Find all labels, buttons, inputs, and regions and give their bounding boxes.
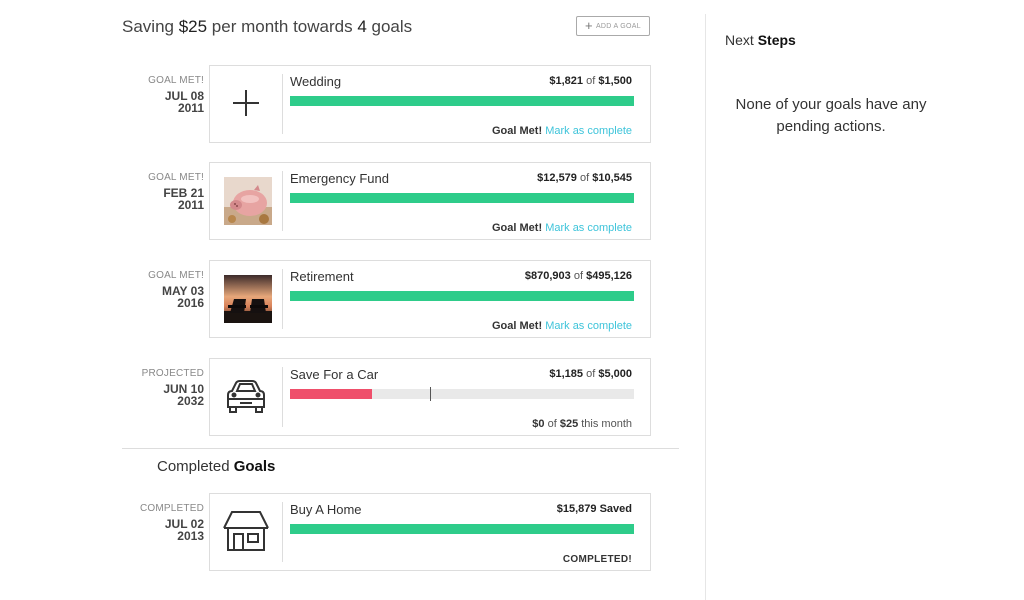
progress-fill: [290, 193, 634, 203]
goal-amount: $15,879 Saved: [556, 503, 632, 515]
goal-footer: $0 of $25 this month: [532, 418, 632, 430]
beach-chairs-photo: [210, 261, 282, 337]
next-steps-message: None of your goals have any pending acti…: [735, 96, 927, 135]
goal-meta: GOAL MET! MAY 03 2016: [122, 270, 204, 309]
goal-year: 2011: [177, 198, 204, 212]
progress-bar: [290, 524, 634, 534]
goal-name: Buy A Home: [290, 502, 362, 517]
add-goal-label: ADD A GOAL: [595, 22, 641, 30]
goal-name: Save For a Car: [290, 367, 379, 382]
card-separator: [282, 74, 283, 134]
goal-row-buy-a-home: COMPLETED JUL 02 2013 Buy A Home $15,879…: [122, 493, 652, 573]
goal-row-retirement: GOAL MET! MAY 03 2016 Retirement $870,90…: [122, 260, 652, 340]
goal-card-save-for-a-car[interactable]: Save For a Car $1,185 of $5,000 $0 of $2…: [209, 358, 651, 436]
goals-panel: Saving $25 per month towards 4 goals + A…: [122, 16, 679, 573]
progress-bar: [290, 193, 634, 203]
car-icon: [210, 359, 282, 435]
mark-complete-link[interactable]: Mark as complete: [545, 222, 632, 234]
card-separator: [282, 367, 283, 427]
goals-summary: Saving $25 per month towards 4 goals: [122, 17, 413, 36]
goal-status: COMPLETED: [139, 503, 204, 514]
progress-fill: [290, 389, 372, 399]
progress-fill: [290, 524, 634, 534]
goal-row-emergency-fund: GOAL MET! FEB 21 2011 E: [122, 162, 652, 242]
goal-date: JUL 08: [164, 89, 204, 103]
goal-date: MAY 03: [161, 284, 204, 298]
goal-date: JUN 10: [163, 382, 204, 396]
progress-fill: [290, 96, 634, 106]
goal-status: GOAL MET!: [148, 172, 204, 183]
house-icon: [210, 494, 282, 570]
goal-year: 2011: [177, 101, 204, 115]
goal-status: GOAL MET!: [148, 270, 204, 281]
plus-icon: +: [585, 18, 593, 33]
card-separator: [282, 171, 283, 231]
goal-meta: GOAL MET! JUL 08 2011: [122, 75, 204, 114]
goal-date: JUL 02: [164, 517, 204, 531]
goal-amount: $1,185 of $5,000: [549, 368, 632, 380]
goal-footer: Goal Met! Mark as complete: [492, 222, 632, 234]
goal-meta: COMPLETED JUL 02 2013: [122, 503, 204, 542]
goal-name: Emergency Fund: [290, 171, 389, 186]
progress-bar: [290, 387, 634, 401]
goal-year: 2032: [177, 394, 204, 408]
goal-footer: Goal Met! Mark as complete: [492, 125, 632, 137]
mark-complete-link[interactable]: Mark as complete: [545, 125, 632, 137]
completed-goals-title: Completed Goals: [157, 458, 276, 475]
mark-complete-link[interactable]: Mark as complete: [545, 320, 632, 332]
card-separator: [282, 502, 283, 562]
goal-card-emergency-fund[interactable]: Emergency Fund $12,579 of $10,545 Goal M…: [209, 162, 651, 240]
progress-bar: [290, 96, 634, 106]
goal-status: PROJECTED: [141, 368, 204, 379]
goal-row-wedding: GOAL MET! JUL 08 2011 Wedding $1,821 of …: [122, 65, 652, 145]
goal-meta: PROJECTED JUN 10 2032: [122, 368, 204, 407]
add-goal-button[interactable]: + ADD A GOAL: [576, 16, 650, 36]
plus-icon: [210, 66, 282, 142]
sidebar-divider: [705, 14, 706, 600]
goal-year: 2016: [177, 296, 204, 310]
goal-footer: Goal Met! Mark as complete: [492, 320, 632, 332]
goal-amount: $1,821 of $1,500: [549, 75, 632, 87]
next-steps-title: Next Steps: [725, 32, 796, 48]
goal-name: Wedding: [290, 74, 342, 89]
goal-meta: GOAL MET! FEB 21 2011: [122, 172, 204, 211]
goal-name: Retirement: [290, 269, 354, 284]
projection-marker: [429, 387, 431, 401]
section-divider: [122, 448, 679, 449]
progress-fill: [290, 291, 634, 301]
goal-year: 2013: [177, 529, 204, 543]
progress-bar: [290, 291, 634, 301]
goal-card-retirement[interactable]: Retirement $870,903 of $495,126 Goal Met…: [209, 260, 651, 338]
piggy-bank-photo: [210, 163, 282, 239]
goal-row-save-for-a-car: PROJECTED JUN 10 2032 Save For a Car $1: [122, 358, 652, 438]
goal-footer: COMPLETED!: [562, 554, 632, 565]
goal-card-buy-a-home[interactable]: Buy A Home $15,879 Saved COMPLETED!: [209, 493, 651, 571]
goals-header: Saving $25 per month towards 4 goals + A…: [122, 16, 652, 40]
goal-card-wedding[interactable]: Wedding $1,821 of $1,500 Goal Met! Mark …: [209, 65, 651, 143]
goal-amount: $12,579 of $10,545: [537, 172, 632, 184]
goal-status: GOAL MET!: [148, 75, 204, 86]
goal-amount: $870,903 of $495,126: [524, 270, 632, 282]
goal-date: FEB 21: [163, 186, 204, 200]
card-separator: [282, 269, 283, 329]
